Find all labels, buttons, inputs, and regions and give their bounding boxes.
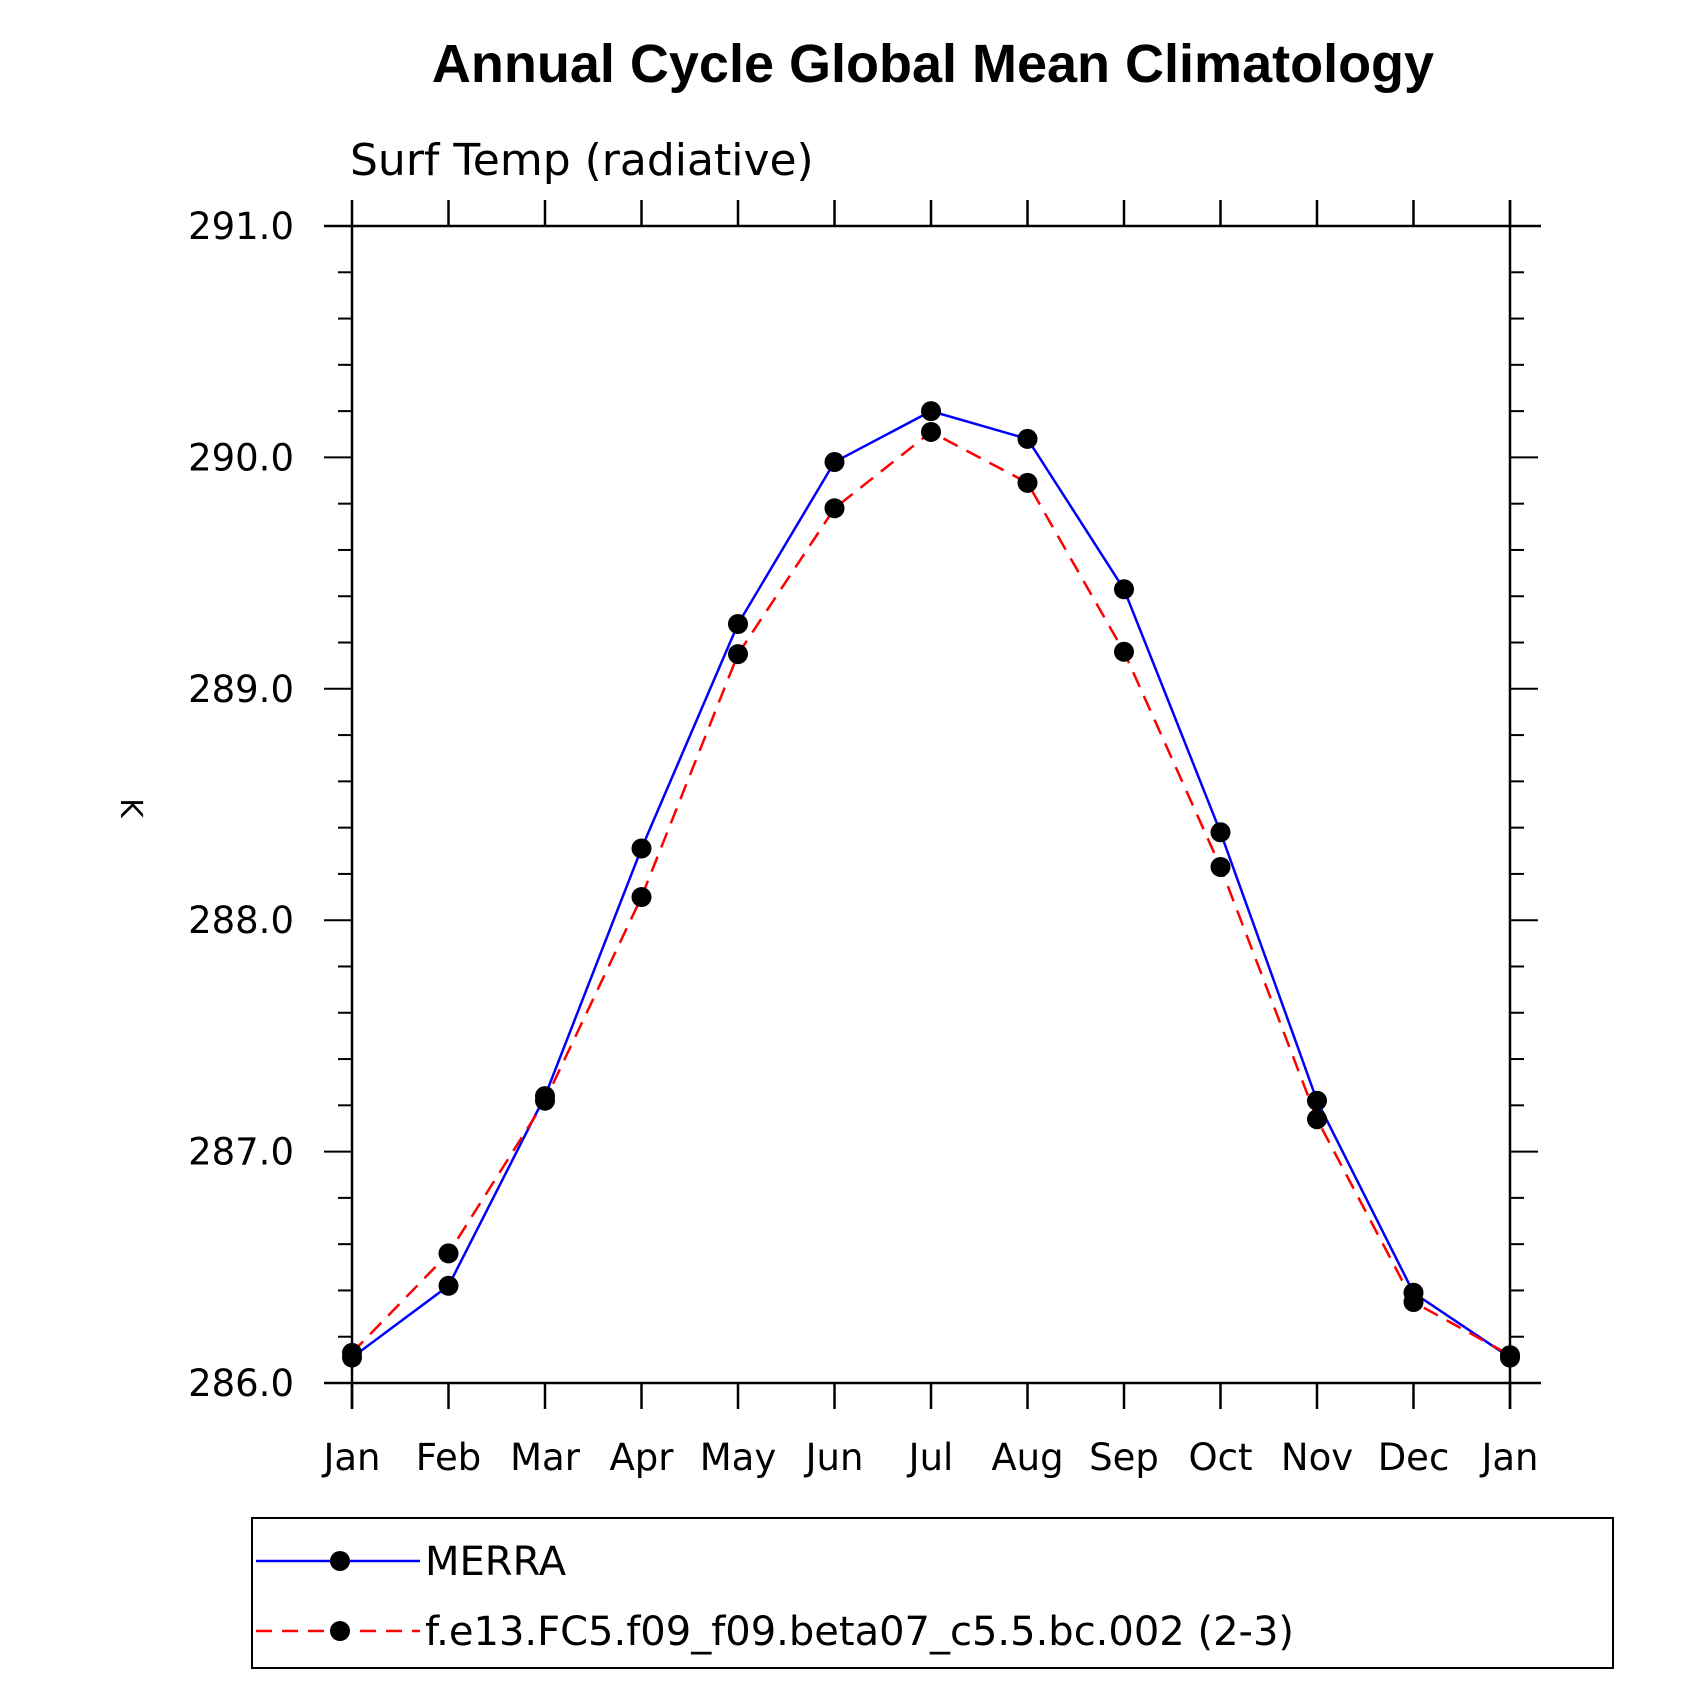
- data-point-s1-3: [631, 887, 652, 908]
- x-tick-label: Oct: [1189, 1436, 1253, 1479]
- y-tick-label: 289.0: [188, 668, 294, 711]
- legend-box: [251, 1517, 1614, 1669]
- y-tick-label: 287.0: [188, 1131, 294, 1174]
- data-point-s0-1: [438, 1275, 459, 1296]
- data-point-s0-8: [1114, 579, 1134, 600]
- data-point-s0-5: [824, 452, 845, 473]
- x-tick-label: Mar: [510, 1436, 581, 1479]
- data-point-s0-9: [1210, 822, 1231, 843]
- data-point-s1-2: [535, 1090, 555, 1111]
- x-tick-label: Jul: [907, 1436, 954, 1479]
- x-tick-label: Jan: [321, 1436, 380, 1479]
- x-tick-label: Jun: [804, 1436, 864, 1479]
- x-tick-label: May: [700, 1436, 777, 1479]
- x-tick-label: Sep: [1089, 1436, 1159, 1479]
- series-line-1: [351, 430, 1511, 1357]
- data-point-s0-3: [631, 838, 652, 859]
- data-point-s0-10: [1307, 1090, 1327, 1111]
- data-point-s1-6: [921, 421, 941, 442]
- legend-label-merra: MERRA: [425, 1539, 567, 1585]
- data-point-s1-4: [728, 644, 748, 665]
- data-point-s1-9: [1210, 856, 1231, 877]
- x-tick-label: Apr: [609, 1436, 674, 1479]
- x-tick-label: Nov: [1281, 1436, 1353, 1479]
- y-tick-label: 288.0: [188, 899, 294, 942]
- data-point-s1-0: [342, 1342, 362, 1363]
- x-tick-label: Dec: [1378, 1436, 1450, 1479]
- data-point-s1-7: [1017, 472, 1038, 493]
- data-point-s0-4: [728, 614, 748, 635]
- data-point-s0-6: [921, 401, 941, 422]
- series-line-0: [351, 409, 1511, 1359]
- x-tick-label: Jan: [1479, 1436, 1538, 1479]
- chart-subtitle: Surf Temp (radiative): [350, 135, 814, 186]
- series-layer: [342, 401, 1520, 1368]
- chart-title: Annual Cycle Global Mean Climatology: [432, 34, 1434, 94]
- legend-label-model: f.e13.FC5.f09_f09.beta07_c5.5.bc.002 (2-…: [425, 1609, 1294, 1655]
- x-tick-label: Aug: [991, 1436, 1063, 1479]
- x-tick-label: Feb: [416, 1436, 482, 1479]
- legend-marker-merra: [330, 1551, 350, 1571]
- data-point-s1-11: [1403, 1292, 1424, 1313]
- data-point-s1-8: [1114, 641, 1134, 662]
- legend: MERRA f.e13.FC5.f09_f09.beta07_c5.5.bc.0…: [251, 1517, 1614, 1669]
- y-axis-label: K: [113, 798, 148, 819]
- legend-marker-model: [330, 1621, 350, 1641]
- data-point-s1-1: [438, 1243, 459, 1264]
- data-point-s1-5: [824, 498, 845, 519]
- y-tick-label: 286.0: [188, 1362, 294, 1405]
- y-tick-label: 290.0: [188, 436, 294, 479]
- y-tick-label: 291.0: [188, 205, 294, 248]
- data-point-s1-10: [1307, 1109, 1327, 1130]
- axes: Jan Feb Mar Apr May Jun Jul Aug Sep Oct Nov Dec Jan 2…: [188, 200, 1541, 1479]
- data-point-s0-7: [1017, 428, 1038, 449]
- data-point-s1-12: [1500, 1345, 1520, 1366]
